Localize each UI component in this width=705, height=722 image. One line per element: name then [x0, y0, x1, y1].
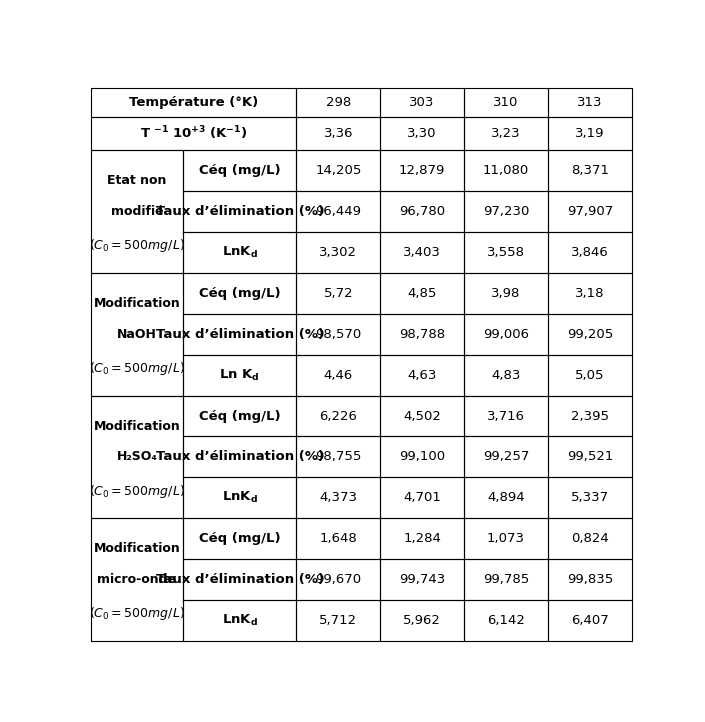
Text: Modification: Modification [94, 297, 180, 310]
Text: 14,205: 14,205 [315, 164, 362, 177]
Text: 1,073: 1,073 [487, 532, 525, 545]
Text: 3,30: 3,30 [407, 127, 437, 140]
Text: 97,907: 97,907 [567, 205, 613, 218]
Text: 12,879: 12,879 [399, 164, 446, 177]
Text: Céq (mg/L): Céq (mg/L) [199, 287, 281, 300]
Text: 99,100: 99,100 [399, 451, 446, 464]
Text: 99,257: 99,257 [483, 451, 529, 464]
Text: 3,403: 3,403 [403, 246, 441, 259]
Text: 5,72: 5,72 [324, 287, 353, 300]
Text: 8,371: 8,371 [571, 164, 609, 177]
Text: 303: 303 [410, 96, 435, 109]
Text: $\mathit{(C_0=500mg/L)}$: $\mathit{(C_0=500mg/L)}$ [89, 238, 185, 254]
Text: $\mathbf{Ln\ K_d}$: $\mathbf{Ln\ K_d}$ [219, 367, 260, 383]
Text: $\mathit{(C_0=500mg/L)}$: $\mathit{(C_0=500mg/L)}$ [89, 360, 185, 377]
Text: NaOH: NaOH [117, 328, 157, 341]
Text: $\mathbf{LnK_d}$: $\mathbf{LnK_d}$ [221, 490, 257, 505]
Text: 96,449: 96,449 [315, 205, 362, 218]
Text: 3,18: 3,18 [575, 287, 605, 300]
Text: 6,226: 6,226 [319, 409, 357, 422]
Text: 4,373: 4,373 [319, 491, 357, 504]
Text: 3,302: 3,302 [319, 246, 357, 259]
Text: 4,701: 4,701 [403, 491, 441, 504]
Text: 310: 310 [493, 96, 519, 109]
Text: Taux d’élimination (%): Taux d’élimination (%) [156, 205, 324, 218]
Text: 298: 298 [326, 96, 351, 109]
Text: 4,63: 4,63 [407, 369, 437, 382]
Text: 1,648: 1,648 [319, 532, 357, 545]
Text: 99,521: 99,521 [567, 451, 613, 464]
Text: 4,85: 4,85 [407, 287, 437, 300]
Text: 4,46: 4,46 [324, 369, 353, 382]
Text: 3,846: 3,846 [571, 246, 608, 259]
Text: 96,780: 96,780 [399, 205, 446, 218]
Text: Taux d’élimination (%): Taux d’élimination (%) [156, 328, 324, 341]
Text: Modification: Modification [94, 419, 180, 432]
Text: $\mathbf{LnK_d}$: $\mathbf{LnK_d}$ [221, 613, 257, 628]
Text: 2,395: 2,395 [571, 409, 609, 422]
Text: 97,230: 97,230 [483, 205, 529, 218]
Text: Etat non: Etat non [107, 175, 166, 188]
Text: Modification: Modification [94, 542, 180, 555]
Text: 6,407: 6,407 [571, 614, 608, 627]
Text: 5,05: 5,05 [575, 369, 605, 382]
Text: 4,502: 4,502 [403, 409, 441, 422]
Text: 3,98: 3,98 [491, 287, 521, 300]
Text: 99,743: 99,743 [399, 573, 446, 586]
Text: modifié: modifié [111, 205, 163, 218]
Text: Taux d’élimination (%): Taux d’élimination (%) [156, 573, 324, 586]
Text: Céq (mg/L): Céq (mg/L) [199, 532, 281, 545]
Text: 1,284: 1,284 [403, 532, 441, 545]
Text: 99,785: 99,785 [483, 573, 529, 586]
Text: 99,670: 99,670 [315, 573, 362, 586]
Text: 3,716: 3,716 [487, 409, 525, 422]
Text: 4,894: 4,894 [487, 491, 525, 504]
Text: 11,080: 11,080 [483, 164, 529, 177]
Text: 98,755: 98,755 [315, 451, 362, 464]
Text: 0,824: 0,824 [571, 532, 608, 545]
Text: 5,337: 5,337 [571, 491, 609, 504]
Text: $\mathbf{LnK_d}$: $\mathbf{LnK_d}$ [221, 245, 257, 260]
Text: 5,962: 5,962 [403, 614, 441, 627]
Text: 5,712: 5,712 [319, 614, 357, 627]
Text: 313: 313 [577, 96, 603, 109]
Text: 6,142: 6,142 [487, 614, 525, 627]
Text: 99,835: 99,835 [567, 573, 613, 586]
Text: 3,36: 3,36 [324, 127, 353, 140]
Text: Céq (mg/L): Céq (mg/L) [199, 164, 281, 177]
Text: Céq (mg/L): Céq (mg/L) [199, 409, 281, 422]
Text: $\mathit{(C_0=500mg/L)}$: $\mathit{(C_0=500mg/L)}$ [89, 606, 185, 622]
Text: Taux d’élimination (%): Taux d’élimination (%) [156, 451, 324, 464]
Text: 4,83: 4,83 [491, 369, 521, 382]
Text: 3,23: 3,23 [491, 127, 521, 140]
Text: 98,570: 98,570 [315, 328, 362, 341]
Text: 99,205: 99,205 [567, 328, 613, 341]
Text: 98,788: 98,788 [399, 328, 446, 341]
Text: $\mathit{(C_0=500mg/L)}$: $\mathit{(C_0=500mg/L)}$ [89, 483, 185, 500]
Text: Température (°K): Température (°K) [129, 96, 258, 109]
Text: 3,558: 3,558 [487, 246, 525, 259]
Text: H₂SO₄: H₂SO₄ [116, 451, 157, 464]
Text: 99,006: 99,006 [483, 328, 529, 341]
Text: $\mathbf{T}$ $\mathbf{^{-1}}$ $\mathbf{10^{+3}}$ $\mathbf{(K^{-1})}$: $\mathbf{T}$ $\mathbf{^{-1}}$ $\mathbf{1… [140, 125, 247, 142]
Text: 3,19: 3,19 [575, 127, 605, 140]
Text: micro-onde: micro-onde [97, 573, 176, 586]
